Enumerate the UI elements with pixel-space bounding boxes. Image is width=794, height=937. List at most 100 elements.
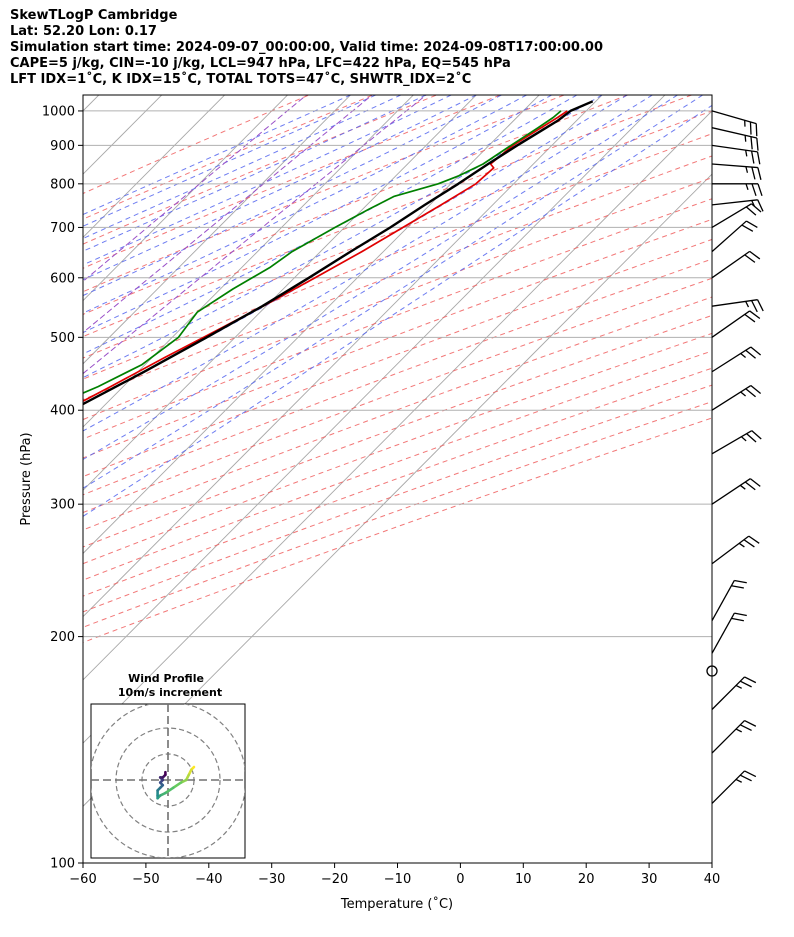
moist-adiabat: [83, 95, 477, 281]
hodograph-segment: [164, 786, 175, 795]
calm-wind-marker: [706, 665, 718, 677]
wind-barb-half-flag: [745, 183, 749, 191]
moist-adiabat-lines: [83, 95, 712, 517]
time-line: Simulation start time: 2024-09-07_00:00:…: [10, 40, 603, 55]
y-tick-label: 700: [50, 221, 75, 236]
dry-adiabat: [83, 384, 712, 613]
moist-adiabat: [83, 95, 527, 314]
pressure-gridlines: [83, 110, 712, 863]
wind-barb-shaft: [711, 676, 745, 710]
wind-barb-shaft: [711, 346, 752, 373]
wind-barb-shaft: [711, 612, 735, 654]
wind-barb-shaft: [711, 384, 752, 411]
wind-barb-flag: [751, 300, 758, 313]
wind-barb-flag: [744, 254, 756, 263]
isotherm-line: [83, 95, 540, 555]
wind-barb-flag: [756, 137, 759, 151]
wind-barb-shaft: [711, 430, 753, 455]
moist-adiabat: [83, 95, 351, 216]
wind-barb-shaft: [711, 535, 750, 565]
cape-line: CAPE=5 j/kg, CIN=-10 j/kg, LCL=947 hPa, …: [10, 56, 511, 71]
wind-barb-flag: [744, 676, 757, 684]
hodograph-subtitle: 10m/s increment: [118, 686, 222, 699]
wind-barb-flag: [734, 612, 747, 617]
y-tick-label: 800: [50, 177, 75, 192]
location-line: Lat: 52.20 Lon: 0.17: [10, 24, 157, 39]
index-line: LFT IDX=1˚C, K IDX=15˚C, TOTAL TOTS=47˚C…: [10, 72, 472, 87]
isotherm-line: [83, 95, 414, 428]
moist-adiabat: [83, 95, 376, 227]
x-tick-label: 30: [641, 872, 658, 887]
wind-barb-flag: [731, 617, 744, 622]
moist-adiabat: [83, 95, 653, 432]
wind-barb-flag: [739, 680, 752, 688]
isotherm-line: [83, 95, 289, 302]
wind-barb-shaft: [711, 110, 757, 125]
wind-barb-flag: [750, 136, 753, 150]
wind-barb-shaft: [711, 580, 735, 621]
isotherm-line: [83, 110, 712, 744]
y-tick-label: 900: [50, 139, 75, 154]
wind-barb-flag: [744, 719, 757, 727]
wind-barb-flag: [749, 121, 752, 135]
wind-barb-half-flag: [745, 301, 750, 308]
x-tick-label: −10: [384, 872, 411, 887]
y-tick-label: 200: [50, 630, 75, 645]
wind-barb-flag: [745, 349, 756, 359]
dry-adiabat: [83, 258, 712, 496]
wind-barb-flag: [746, 433, 757, 443]
dry-adiabat: [83, 218, 712, 459]
wind-barb-shaft: [711, 163, 758, 169]
wind-barb-flag: [745, 206, 757, 216]
isotherm-line: [83, 95, 352, 365]
wind-barb-flag: [743, 539, 755, 548]
moist-adiabat: [83, 95, 678, 461]
wind-barb-flag: [734, 579, 747, 584]
hodograph-title: Wind Profile: [128, 672, 204, 685]
wind-barb-half-flag: [740, 352, 747, 358]
chart-title: SkewTLogP Cambridge: [10, 8, 178, 23]
wind-barb-half-flag: [744, 135, 747, 142]
wind-barb-flag: [749, 478, 761, 487]
wind-barb-half-flag: [735, 728, 742, 733]
wind-barb-shaft: [711, 144, 758, 153]
y-tick-label: 100: [50, 857, 75, 872]
wind-barb-half-flag: [745, 166, 749, 173]
wind-barb-half-flag: [738, 542, 745, 548]
x-tick-label: 20: [578, 872, 595, 887]
dry-adiabat: [83, 367, 712, 597]
x-tick-label: −30: [258, 872, 285, 887]
x-tick-label: 40: [704, 872, 721, 887]
wind-barb-flag: [755, 123, 758, 137]
wind-barb-flag: [757, 167, 762, 180]
moist-adiabat: [83, 95, 452, 266]
mixing-ratio-lines: [83, 95, 428, 375]
dry-adiabat: [83, 238, 712, 478]
wind-barb-shaft: [711, 299, 758, 307]
wind-barb-shaft: [711, 770, 745, 804]
wind-barb-shaft: [711, 478, 751, 505]
wind-barb-flag: [751, 430, 762, 440]
wind-barb-flag: [751, 166, 756, 180]
wind-barb-shaft: [711, 220, 747, 253]
y-tick-label: 500: [50, 331, 75, 346]
wind-barb-shaft: [711, 199, 758, 206]
temperature-line: [83, 110, 568, 403]
wind-barb-flag: [739, 774, 752, 782]
hodograph-inset: Wind Profile 10m/s increment: [90, 672, 246, 859]
y-tick-label: 400: [50, 404, 75, 419]
moist-adiabat: [83, 95, 578, 355]
wind-barb-half-flag: [740, 391, 747, 397]
x-tick-label: −20: [321, 872, 348, 887]
wind-barb-flag: [744, 313, 756, 323]
y-tick-label: 300: [50, 498, 75, 513]
wind-barb-flag: [750, 346, 762, 356]
moist-adiabat: [83, 95, 552, 334]
wind-barb-flag: [757, 199, 764, 212]
wind-barb-half-flag: [735, 684, 742, 689]
profile-lines: [83, 100, 594, 406]
wind-barb-flag: [745, 388, 756, 398]
parcel-line: [83, 100, 594, 406]
wind-barbs: [706, 110, 764, 804]
